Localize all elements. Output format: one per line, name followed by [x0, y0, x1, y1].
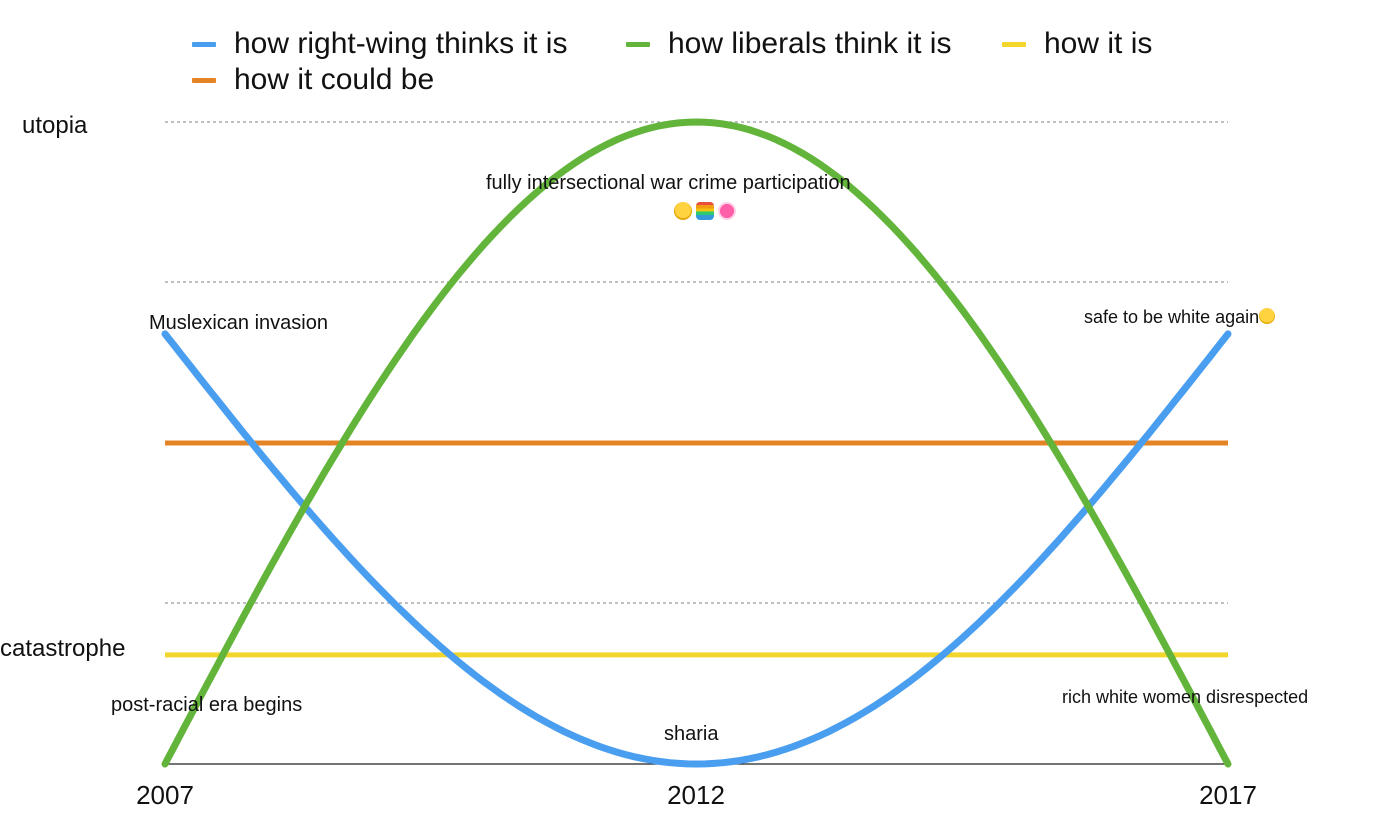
legend-swatch-how-it-could-be	[192, 77, 216, 83]
legend-swatch-liberals	[626, 41, 650, 47]
legend-label-liberals: how liberals think it is	[668, 27, 952, 60]
smile-emoji-icon	[674, 202, 692, 220]
series-line-liberals	[161, 118, 1232, 768]
legend-item-how-it-is: how it is	[1002, 26, 1152, 62]
series-line-right-wing	[161, 330, 1232, 768]
annotation-sharia: sharia	[664, 723, 719, 745]
annotation-safe-to-be-white-text: safe to be white again	[1084, 307, 1260, 327]
rainbow-emoji-icon	[696, 202, 714, 220]
legend-swatch-how-it-is	[1002, 41, 1026, 47]
x-tick-label-2007: 2007	[136, 780, 194, 810]
legend-label-how-it-is: how it is	[1044, 27, 1153, 60]
annotation-rich-white-women: rich white women disrespected	[1062, 687, 1309, 707]
legend-item-right-wing: how right-wing thinks it is	[192, 26, 567, 62]
heart-emoji-icon	[718, 202, 736, 220]
legend-swatch-right-wing	[192, 41, 216, 47]
annotation-war-crime: fully intersectional war crime participa…	[486, 172, 851, 194]
y-tick-label-catastrophe: catastrophe	[0, 635, 126, 662]
annotation-muslexican-invasion: Muslexican invasion	[149, 312, 328, 334]
legend-item-how-it-could-be: how it could be	[192, 62, 434, 98]
relieved-emoji-icon	[1259, 308, 1276, 324]
legend-item-liberals: how liberals think it is	[626, 26, 951, 62]
annotation-safe-to-be-white: safe to be white again	[1084, 307, 1276, 328]
x-tick-label-2017: 2017	[1199, 780, 1257, 810]
x-tick-label-2012: 2012	[667, 780, 725, 810]
annotation-emoji-row	[674, 202, 736, 220]
annotation-post-racial: post-racial era begins	[111, 694, 303, 716]
y-tick-label-utopia: utopia	[22, 112, 88, 139]
legend-label-how-it-could-be: how it could be	[234, 63, 435, 96]
legend-label-right-wing: how right-wing thinks it is	[234, 27, 568, 60]
